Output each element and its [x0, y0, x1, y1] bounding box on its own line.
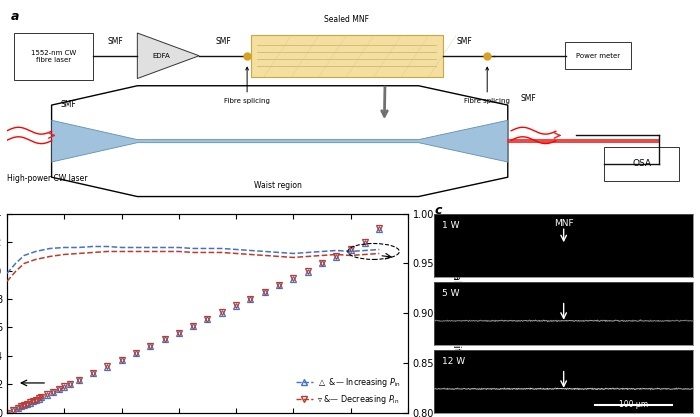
Legend: $\triangle$ &— Increasing $P_{\rm in}$, $\triangledown$ &— Decreasing $P_{\rm in: $\triangle$ &— Increasing $P_{\rm in}$, …: [293, 372, 404, 409]
Text: 5 W: 5 W: [442, 289, 460, 298]
Text: 1 W: 1 W: [442, 221, 460, 230]
Text: Waist region: Waist region: [254, 181, 302, 190]
FancyBboxPatch shape: [566, 43, 631, 69]
Text: Power meter: Power meter: [576, 53, 620, 59]
Text: High-power CW laser: High-power CW laser: [7, 174, 88, 183]
Text: SMF: SMF: [61, 100, 76, 109]
Text: SMF: SMF: [521, 94, 536, 103]
Text: SMF: SMF: [215, 37, 231, 46]
Bar: [251, 35, 442, 77]
Text: MNF: MNF: [554, 219, 573, 228]
Text: 1552-nm CW
fibre laser: 1552-nm CW fibre laser: [31, 50, 76, 63]
Text: Fibre splicing: Fibre splicing: [464, 67, 510, 103]
Text: 100 μm: 100 μm: [619, 400, 648, 409]
Text: EDFA: EDFA: [152, 53, 169, 59]
Text: OSA: OSA: [632, 159, 651, 168]
Text: SMF: SMF: [108, 37, 123, 46]
Text: 12 W: 12 W: [442, 357, 466, 366]
Text: a: a: [10, 10, 19, 23]
FancyBboxPatch shape: [14, 33, 92, 80]
Text: SMF: SMF: [456, 37, 473, 46]
Text: Fibre splicing: Fibre splicing: [224, 67, 270, 103]
Polygon shape: [137, 33, 199, 78]
Text: c: c: [434, 203, 442, 217]
Polygon shape: [52, 120, 508, 162]
Y-axis label: Normalized transmittance: Normalized transmittance: [451, 245, 461, 381]
FancyBboxPatch shape: [604, 147, 679, 181]
Text: Sealed MNF: Sealed MNF: [324, 15, 369, 23]
